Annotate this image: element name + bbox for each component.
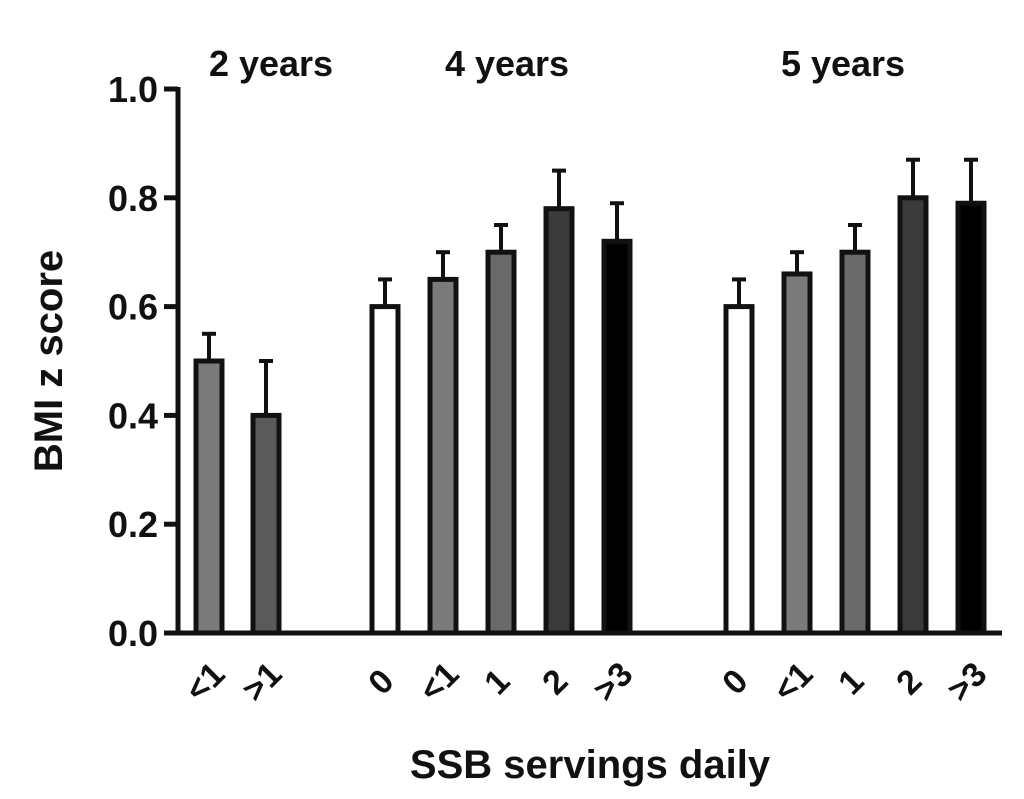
category-label: 0 (715, 662, 755, 702)
bar (369, 304, 401, 636)
bar (427, 276, 459, 636)
bar (781, 271, 813, 636)
bar (723, 304, 755, 636)
bar (193, 358, 225, 636)
bar (839, 249, 871, 636)
y-tick-label: 0.6 (108, 287, 158, 328)
bar (250, 412, 282, 636)
y-tick-label: 0.4 (108, 395, 158, 436)
category-label: 0 (361, 662, 401, 702)
category-label: <1 (178, 655, 232, 709)
category-label: 2 (535, 662, 575, 702)
category-label: >3 (586, 655, 640, 709)
y-axis-ticks: 0.0 0.2 0.4 0.6 0.8 1.0 (108, 69, 178, 654)
bars (193, 157, 987, 636)
group-label: 2 years (209, 43, 333, 84)
category-label: <1 (766, 655, 820, 709)
category-label: >1 (235, 655, 289, 709)
y-tick-label: 0.8 (108, 178, 158, 219)
bar (543, 206, 575, 636)
category-label: 2 (889, 662, 929, 702)
category-label: 1 (831, 662, 871, 702)
bar (485, 249, 517, 636)
y-tick-label: 1.0 (108, 69, 158, 110)
y-tick-label: 0.0 (108, 613, 158, 654)
x-axis-title: SSB servings daily (410, 743, 771, 787)
y-axis-title: BMI z score (27, 250, 71, 472)
bar (955, 200, 987, 636)
category-label: 1 (477, 662, 517, 702)
bar (601, 238, 633, 636)
group-label: 5 years (781, 43, 905, 84)
y-tick-label: 0.2 (108, 504, 158, 545)
category-label: >3 (940, 655, 994, 709)
category-label: <1 (412, 655, 466, 709)
bar (897, 195, 929, 636)
group-label: 4 years (445, 43, 569, 84)
